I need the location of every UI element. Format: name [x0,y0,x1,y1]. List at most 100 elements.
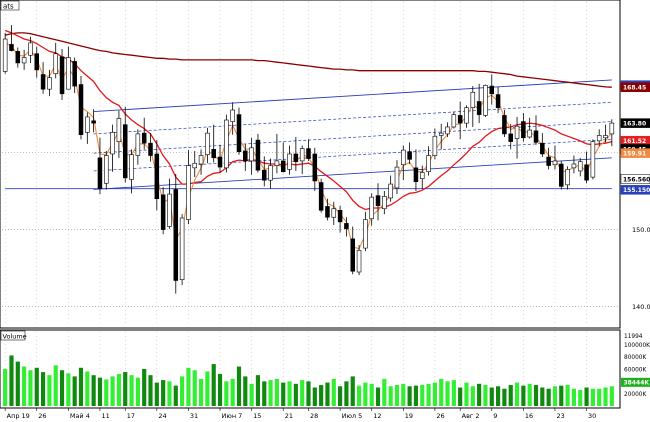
volume-bar [514,382,520,406]
channel-line [93,157,612,190]
volume-bar [28,370,33,406]
price-badge [620,185,650,195]
candle-body [129,154,134,180]
volume-bar [597,388,602,406]
date-tick-label: 11 [101,412,109,420]
volume-bar [9,355,14,406]
volume-bar [319,385,324,406]
date-tick-label: 30 [588,412,596,420]
volume-bar [571,388,577,406]
volume-bar [590,388,595,406]
candle-body [577,161,583,172]
candle-body [546,156,551,166]
volume-bar [243,376,248,406]
volume-bar [344,381,349,406]
volume-bar [439,378,444,406]
volume-bar [198,378,204,406]
candle-body [280,160,286,173]
volume-bar [40,372,46,406]
candle-body [356,250,362,273]
price-badge-label: 168.45 [623,85,646,92]
date-tick-label: Июн 7 [222,412,243,420]
channel-line [93,79,612,112]
candle-body [274,160,280,166]
candle-body [104,155,109,184]
date-tick-label: 19 [405,412,413,420]
volume-bar [603,387,608,406]
volume-bar [154,382,159,406]
volume-bar [148,375,153,406]
volume-bar [584,387,589,406]
volume-bar [205,371,210,406]
volume-bar [477,383,482,406]
candle-body [413,167,419,183]
date-tick-label: 12 [373,412,381,420]
volume-bar [458,387,463,406]
volume-bar [268,380,273,406]
candle-body [116,118,122,142]
volume-bar [274,378,279,406]
candle-body [521,121,526,139]
volume-tick-label: 100000K [624,343,650,349]
candle-body [261,169,267,181]
date-tick-label: 9 [493,412,497,420]
candle-body [205,132,210,156]
volume-bar [363,382,368,406]
candle-body [489,85,495,95]
candle-body [419,172,425,179]
candle-body [426,155,431,173]
volume-bar [255,375,261,406]
candle-body [584,164,589,181]
candle-body [464,107,469,124]
candle-body [318,182,324,211]
candle-body [344,223,349,230]
candle-body [603,135,608,139]
symbol-tab[interactable]: ats [0,0,20,11]
volume-bar [609,386,614,406]
candle-body [85,116,90,133]
price-badges: 168.7200168.45163.80161.52160.45159.9115… [620,80,650,195]
volume-bar [104,379,109,406]
candle-body [224,119,229,169]
volume-bar [110,376,115,406]
volume-bar [123,372,128,406]
volume-bar [451,380,456,406]
candle-body [312,153,318,182]
candle-body [432,135,438,156]
candle-body [552,160,558,166]
volume-tick-label: 80000K [624,355,646,361]
candle-body [527,129,532,138]
candle-body [363,219,368,249]
volume-bar [211,364,216,406]
volume-bar [432,382,437,406]
candlesticks [2,25,615,294]
volume-bar [3,369,8,406]
volume-bar [407,386,412,406]
candle-body [407,151,412,160]
volume-bar [236,366,242,406]
candle-body [236,114,242,152]
volume-axis: 11994100000K80000K60000K40000K20000K3844… [621,334,650,398]
candle-body [160,194,166,230]
volume-tick-label: 60000K [624,368,646,374]
price-badge-label: 163.80 [623,120,646,127]
price-tick-label: 150.00 [632,226,650,234]
date-tick-label: 23 [556,412,564,420]
channel-line [93,138,612,172]
volume-bar [15,361,20,406]
volume-bar [445,381,450,406]
date-tick-label: 21 [285,412,293,420]
volume-bar [230,378,235,406]
ma-slow-line [5,32,612,88]
volume-bar [142,369,147,406]
candle-body [21,57,27,64]
price-badge-label: 161.52 [623,138,646,145]
candle-body [40,74,46,90]
volume-bar [161,380,166,406]
candle-body [609,122,615,135]
candle-body [325,206,330,218]
volume-tab[interactable]: Volume [0,330,27,341]
volume-bar [375,387,381,406]
volume-bar [420,385,425,406]
